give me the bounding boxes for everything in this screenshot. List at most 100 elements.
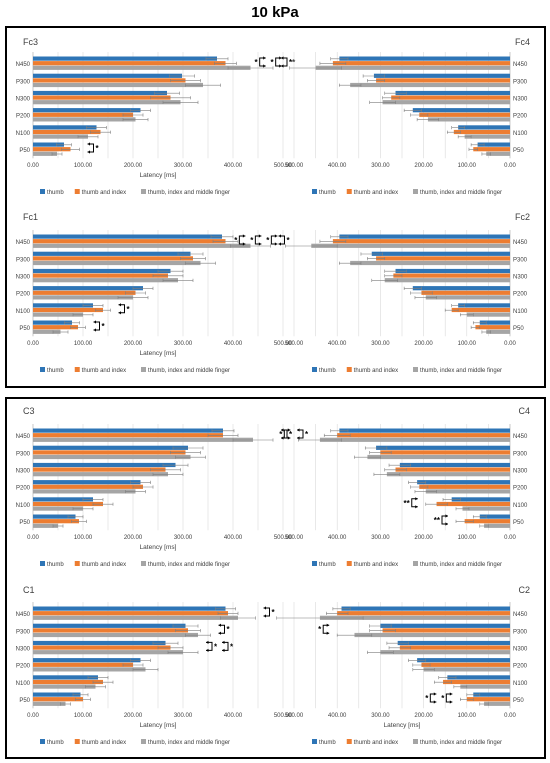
bar [473, 147, 510, 152]
bar [339, 234, 510, 239]
bar [337, 433, 510, 438]
x-tick-label: 0.00 [27, 341, 39, 347]
bar [33, 462, 176, 468]
category-label: P200 [16, 114, 31, 120]
legend-label: thumb, index and middle finger [420, 562, 502, 568]
significance-bracket: * [234, 234, 246, 246]
bar [315, 65, 510, 70]
x-tick-label: 400.00 [328, 341, 347, 347]
bracket-arrow [263, 64, 266, 68]
bar [33, 90, 167, 96]
legend-label: thumb and index [82, 562, 126, 568]
bracket-arrow [415, 505, 418, 509]
bar [33, 628, 188, 633]
legend-label: thumb and index [82, 368, 126, 374]
legend-swatch [40, 189, 45, 194]
bar [339, 428, 510, 433]
category-label: N450 [513, 62, 528, 68]
x-tick-label: 100.00 [74, 163, 93, 169]
bar [33, 239, 226, 244]
category-label: P300 [16, 451, 31, 457]
x-tick-label: 200.00 [124, 713, 143, 719]
bar [451, 497, 510, 502]
bar [33, 73, 182, 78]
bracket-arrow [287, 428, 291, 432]
bar [373, 73, 510, 78]
panel-label: C2 [518, 585, 530, 595]
legend-swatch [74, 739, 80, 744]
x-tick-label: 500.00 [285, 713, 304, 719]
significance-stars: * [441, 694, 445, 703]
significance-stars: * [279, 430, 283, 439]
bar [33, 260, 201, 266]
bar [33, 684, 96, 689]
category-label: N100 [16, 681, 31, 687]
bracket-arrow [274, 242, 278, 246]
bar [33, 307, 103, 313]
bar [33, 325, 78, 330]
x-tick-label: 400.00 [328, 713, 347, 719]
bracket-line [429, 693, 437, 703]
figure-title: 10 kPa [251, 4, 299, 21]
bar [33, 108, 141, 113]
significance-bracket: * [263, 606, 276, 618]
bar [393, 273, 510, 278]
bar [350, 82, 510, 88]
bar [354, 632, 510, 638]
legend-swatch [40, 739, 45, 744]
bracket-line [254, 235, 262, 245]
bar [33, 489, 136, 494]
bracket-arrow [297, 436, 300, 440]
significance-stars: * [230, 642, 234, 651]
x-tick-label: 0.00 [504, 341, 516, 347]
bracket-arrow [206, 640, 209, 645]
legend-label: thumb and index [354, 368, 398, 374]
bar [380, 623, 510, 628]
bar [33, 147, 71, 152]
legend-label: thumb and index [82, 190, 126, 196]
bracket-arrow [279, 64, 282, 68]
legend-swatch [312, 367, 317, 372]
panel-label: Fc2 [515, 212, 530, 222]
bar [350, 260, 510, 266]
legend-label: thumb and index [354, 562, 398, 568]
category-label: N300 [16, 469, 31, 475]
bar [33, 117, 136, 122]
legend-swatch [40, 367, 45, 372]
legend-label: thumb [47, 368, 64, 374]
category-label: P50 [19, 698, 30, 704]
significance-stars: * [255, 58, 259, 67]
bar [33, 606, 226, 611]
bracket-arrow [326, 623, 330, 627]
bracket-line [238, 235, 246, 245]
x-tick-label: 200.00 [124, 535, 143, 541]
legend-swatch [141, 739, 146, 744]
x-tick-label: 300.00 [371, 535, 390, 541]
bar [33, 65, 251, 70]
legend-swatch [141, 367, 146, 372]
significance-bracket: * [93, 320, 106, 332]
category-label: N450 [513, 434, 528, 440]
bracket-line [278, 235, 285, 245]
bar [376, 78, 510, 83]
legend-swatch [40, 561, 45, 566]
category-label: P200 [513, 664, 528, 670]
x-tick-label: 200.00 [414, 713, 433, 719]
x-tick-label: 300.00 [174, 341, 193, 347]
legend-swatch [74, 367, 80, 372]
bar [453, 129, 510, 135]
bar [332, 239, 510, 244]
category-label: P300 [513, 451, 528, 457]
chart-panel-fc2: Fc2 500.00 400.00 300.00 200.00 100.00 0.00 N45… [234, 212, 530, 347]
bracket-line [281, 57, 288, 67]
category-label: N450 [16, 62, 31, 68]
x-tick-label: 200.00 [124, 341, 143, 347]
bar [311, 243, 510, 248]
bracket-arrow [118, 303, 121, 307]
category-label: P300 [513, 257, 528, 263]
x-tick-label: 0.00 [27, 535, 39, 541]
x-tick-label: 300.00 [371, 341, 390, 347]
bar [33, 273, 168, 278]
legend-swatch [413, 561, 418, 566]
significance-bracket: * [425, 692, 437, 704]
